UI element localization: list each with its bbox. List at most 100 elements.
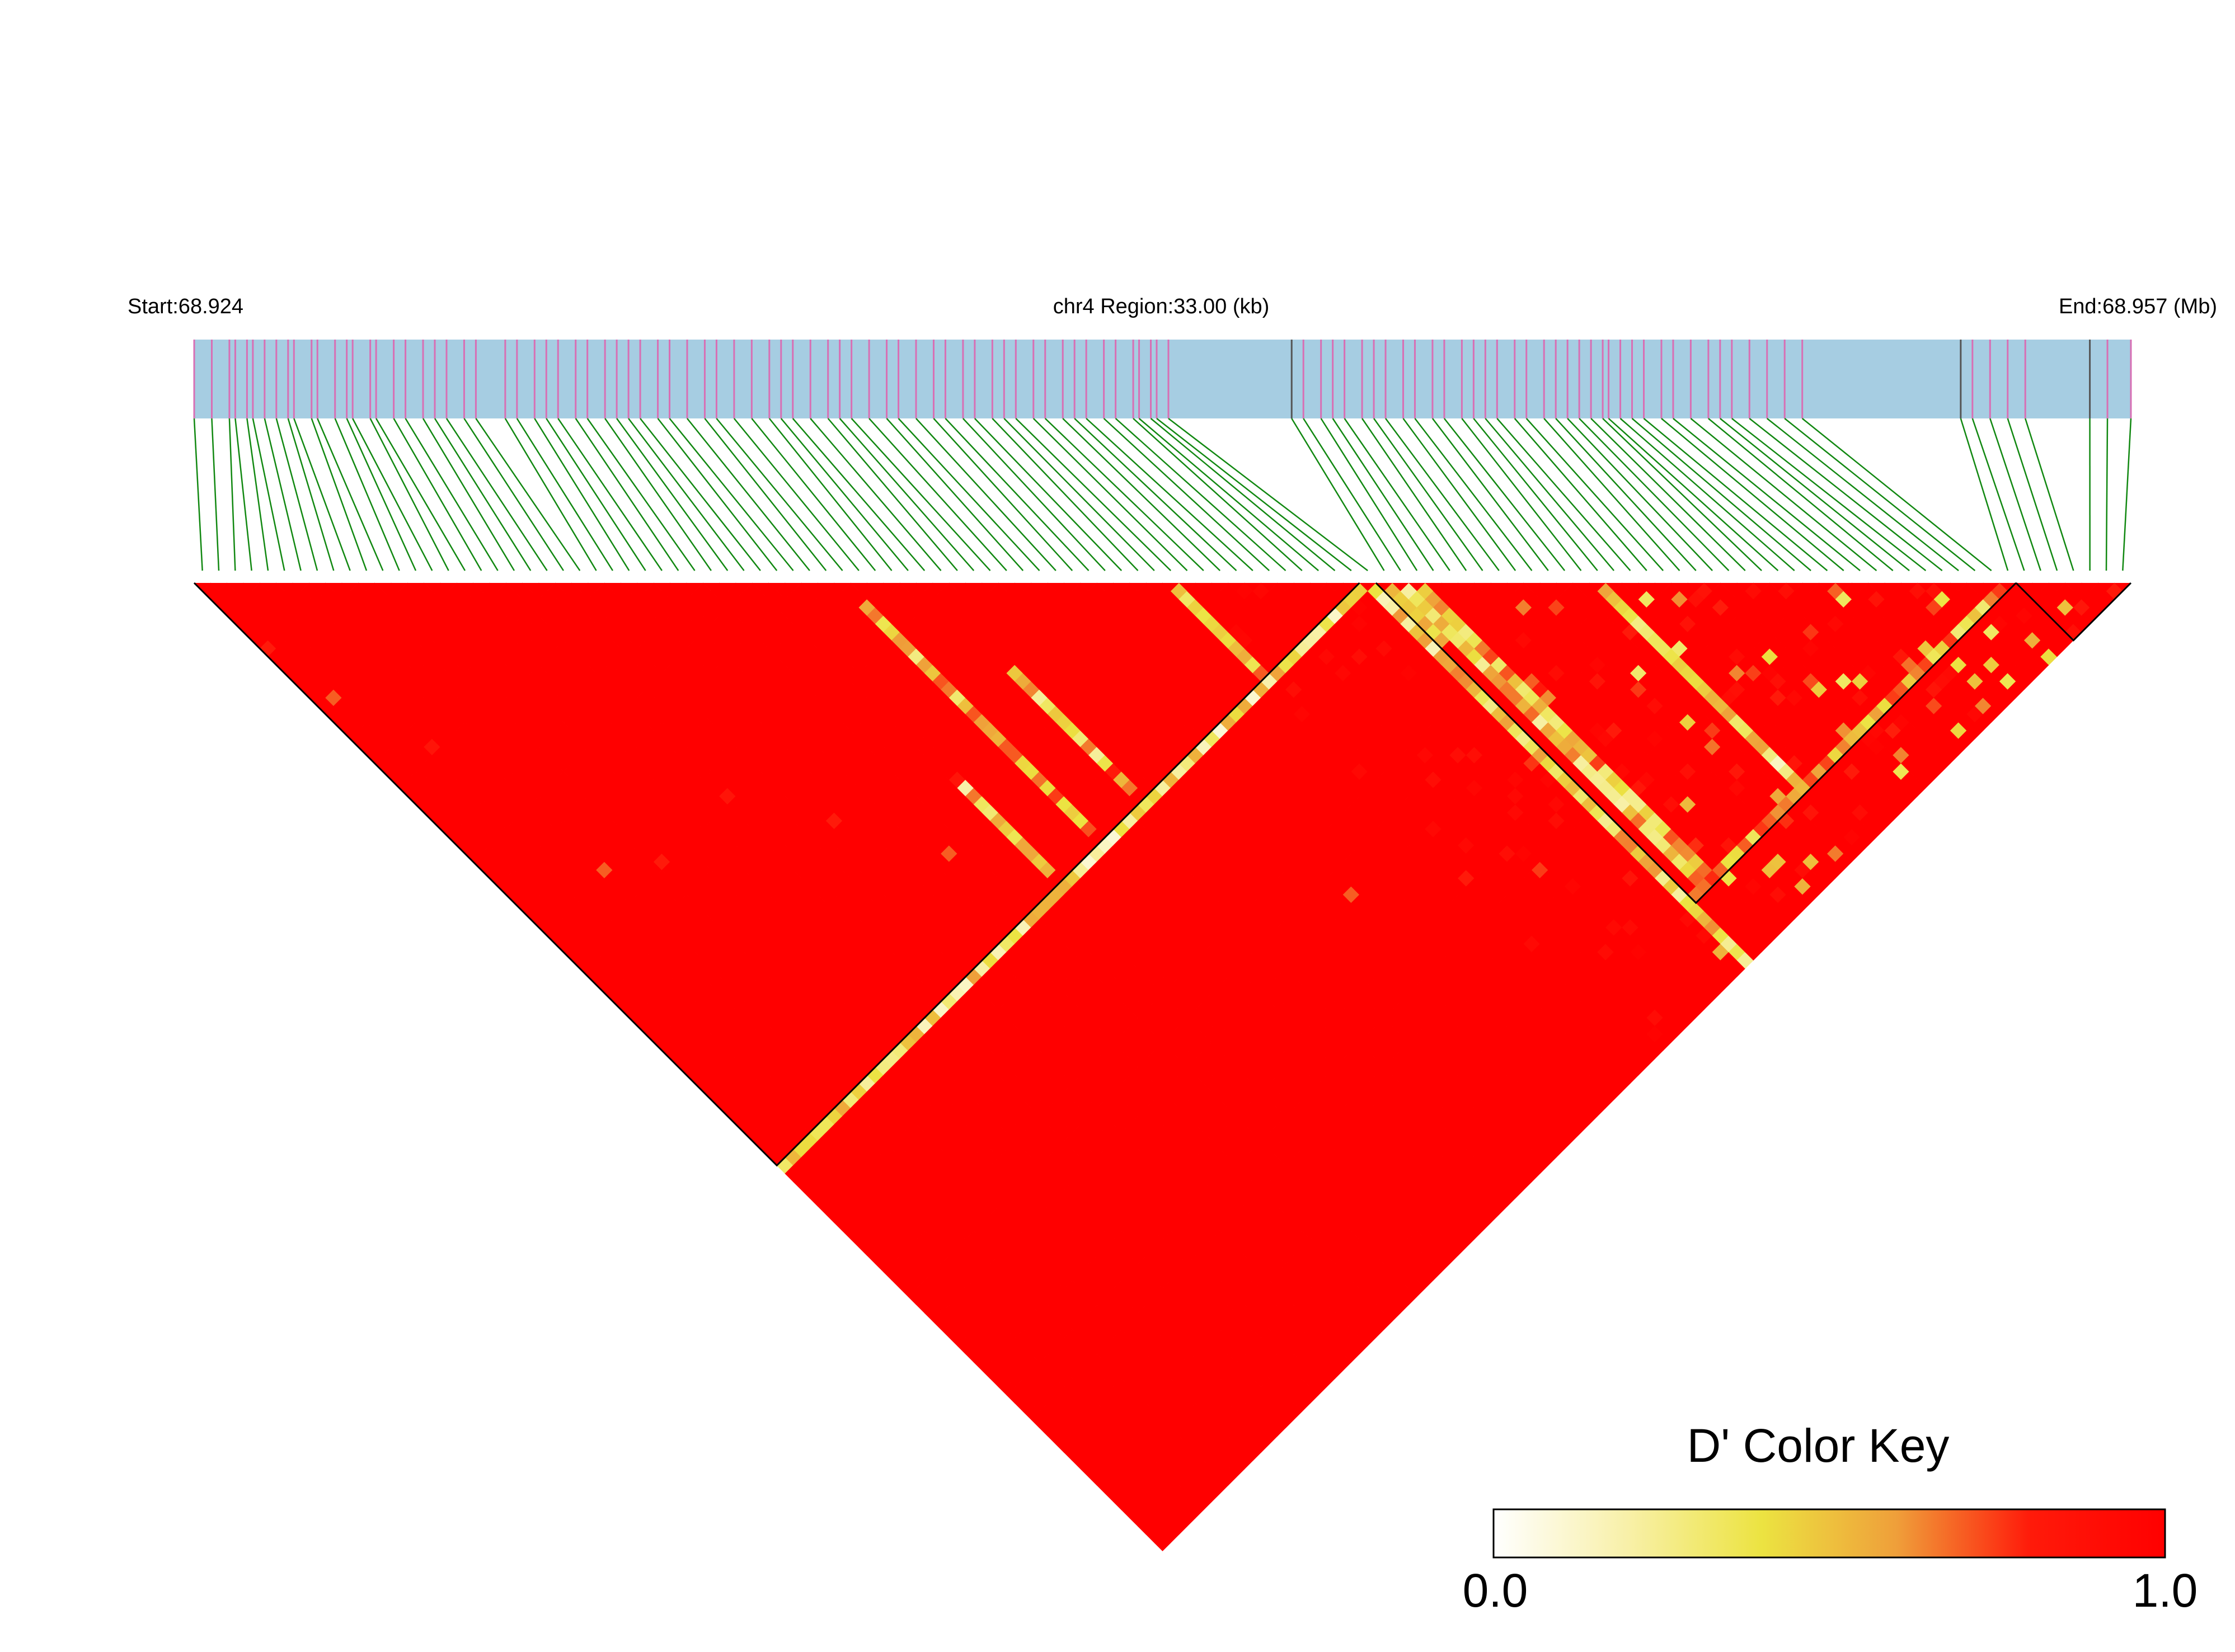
marker-connector bbox=[1402, 418, 1516, 571]
marker-connector bbox=[1431, 418, 1549, 571]
marker-connector bbox=[1150, 418, 1336, 571]
marker-connector bbox=[287, 418, 335, 571]
marker-connector bbox=[422, 418, 515, 571]
marker-connector bbox=[1115, 418, 1286, 571]
ld-matrix-cells bbox=[194, 582, 2131, 1551]
marker-connector bbox=[211, 418, 220, 571]
marker-connector bbox=[275, 418, 318, 571]
marker-connector bbox=[1361, 418, 1467, 571]
marker-connector bbox=[716, 418, 843, 571]
marker-connector bbox=[962, 418, 1106, 571]
marker-connector bbox=[1168, 418, 1368, 571]
marker-connector bbox=[1971, 418, 2025, 571]
marker-connector bbox=[475, 418, 581, 571]
marker-connector bbox=[1473, 418, 1598, 571]
marker-connector bbox=[1631, 418, 1811, 571]
marker-connector bbox=[1344, 418, 1450, 571]
marker-connector bbox=[915, 418, 1057, 571]
marker-connector bbox=[228, 418, 236, 571]
region-title-label: chr4 Region:33.00 (kb) bbox=[1053, 295, 1270, 318]
marker-connector bbox=[293, 418, 351, 571]
marker-connector bbox=[768, 418, 893, 571]
marker-connector bbox=[1332, 418, 1434, 571]
marker-connector bbox=[751, 418, 876, 571]
marker-connector bbox=[1291, 418, 1385, 571]
marker-connector-lines bbox=[193, 418, 2132, 571]
marker-connector bbox=[1619, 418, 1795, 571]
marker-connector bbox=[534, 418, 630, 571]
marker-connector bbox=[1766, 418, 1959, 571]
marker-connector bbox=[851, 418, 991, 571]
marker-connector bbox=[1086, 418, 1253, 571]
marker-connector bbox=[311, 418, 368, 571]
marker-connector bbox=[463, 418, 564, 571]
marker-connector bbox=[1320, 418, 1418, 571]
marker-connector bbox=[2105, 418, 2109, 571]
marker-connector bbox=[516, 418, 613, 571]
marker-connector bbox=[1784, 418, 1976, 571]
marker-connector bbox=[369, 418, 449, 571]
marker-connector bbox=[1590, 418, 1746, 571]
marker-connector bbox=[445, 418, 548, 571]
marker-connector bbox=[704, 418, 827, 571]
marker-connector bbox=[546, 418, 646, 571]
marker-connector bbox=[1555, 418, 1697, 571]
marker-connector bbox=[1496, 418, 1631, 571]
marker-connector bbox=[1643, 418, 1828, 571]
marker-connector bbox=[1003, 418, 1155, 571]
marker-connector bbox=[1385, 418, 1500, 571]
marker-connector bbox=[792, 418, 926, 571]
marker-connector bbox=[1602, 418, 1762, 571]
marker-connector bbox=[246, 418, 269, 571]
marker-connector bbox=[2025, 418, 2074, 571]
marker-connector bbox=[193, 418, 203, 571]
marker-connector bbox=[640, 418, 761, 571]
marker-connector bbox=[992, 418, 1139, 571]
marker-connector bbox=[334, 418, 400, 571]
marker-connector bbox=[346, 418, 417, 571]
marker-connector bbox=[2007, 418, 2058, 571]
marker-connector bbox=[628, 418, 745, 571]
marker-connector bbox=[839, 418, 975, 571]
marker-connector bbox=[375, 418, 466, 571]
marker-connector bbox=[1731, 418, 1927, 571]
marker-connector bbox=[1989, 418, 2041, 571]
marker-connector bbox=[1567, 418, 1713, 571]
region-end-label: End:68.957 (Mb) bbox=[2059, 295, 2217, 318]
marker-connector bbox=[1801, 418, 1992, 571]
marker-connector bbox=[1525, 418, 1664, 571]
marker-connector bbox=[1032, 418, 1188, 571]
snp-position-ticks bbox=[193, 340, 2132, 418]
marker-connector bbox=[1062, 418, 1221, 571]
marker-connector bbox=[1443, 418, 1566, 571]
marker-connector bbox=[434, 418, 532, 571]
marker-connector bbox=[1015, 418, 1172, 571]
marker-connector bbox=[933, 418, 1073, 571]
marker-connector bbox=[1661, 418, 1844, 571]
chromosome-region-bar bbox=[194, 340, 2131, 418]
marker-connector bbox=[1749, 418, 1943, 571]
marker-connector bbox=[352, 418, 433, 571]
marker-connector bbox=[1414, 418, 1533, 571]
marker-connector bbox=[575, 418, 679, 571]
marker-connector bbox=[1720, 418, 1910, 571]
marker-connector bbox=[687, 418, 810, 571]
marker-connector bbox=[1156, 418, 1352, 571]
marker-connector bbox=[1373, 418, 1483, 571]
marker-connector bbox=[252, 418, 285, 571]
marker-connector bbox=[1708, 418, 1894, 571]
marker-connector bbox=[1103, 418, 1270, 571]
marker-connector bbox=[1138, 418, 1319, 571]
marker-connector bbox=[669, 418, 794, 571]
marker-connector bbox=[733, 418, 860, 571]
marker-connector bbox=[827, 418, 958, 571]
marker-connector bbox=[393, 418, 482, 571]
marker-connector bbox=[1303, 418, 1401, 571]
marker-connector bbox=[1074, 418, 1237, 571]
marker-connector bbox=[234, 418, 252, 571]
marker-connector bbox=[1461, 418, 1582, 571]
marker-connector bbox=[1485, 418, 1615, 571]
marker-connector bbox=[898, 418, 1040, 571]
marker-connector bbox=[657, 418, 778, 571]
